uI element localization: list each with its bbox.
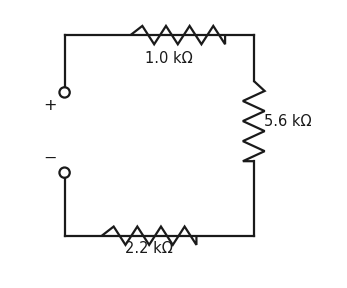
- Text: 2.2 kΩ: 2.2 kΩ: [125, 241, 173, 256]
- Text: −: −: [44, 151, 57, 166]
- Text: +: +: [43, 98, 57, 113]
- Text: 1.0 kΩ: 1.0 kΩ: [145, 51, 193, 66]
- Text: 5.6 kΩ: 5.6 kΩ: [264, 113, 311, 128]
